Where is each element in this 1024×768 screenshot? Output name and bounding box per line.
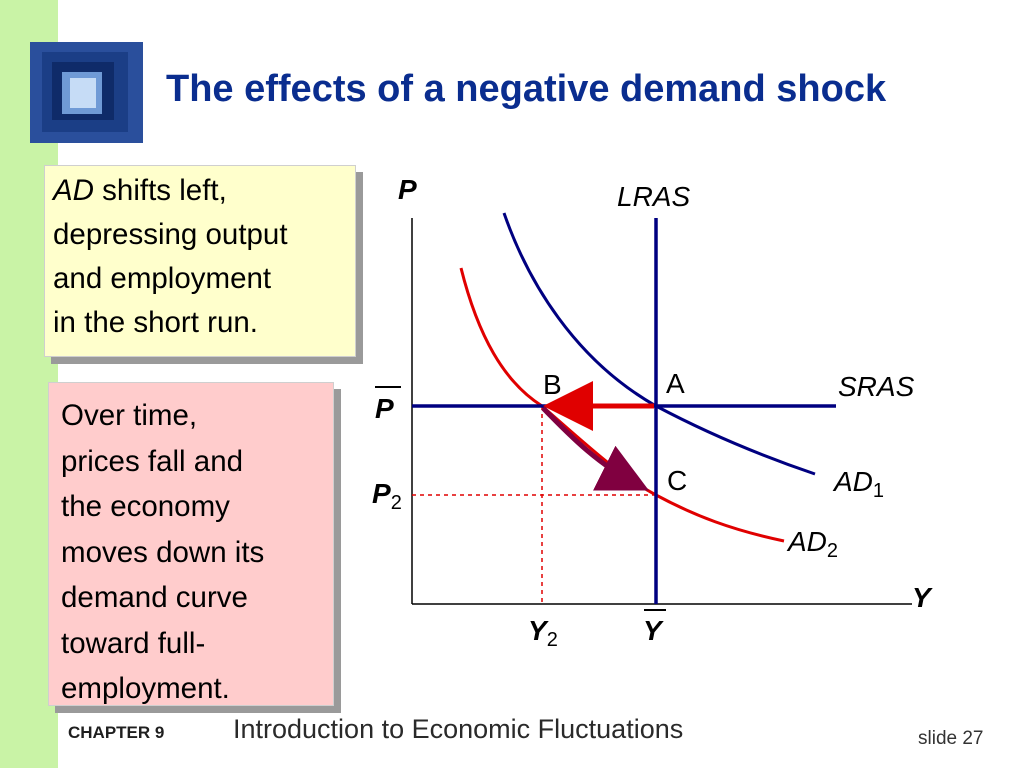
ad1-label: AD1: [834, 466, 884, 502]
p-bar-label: P: [375, 393, 394, 424]
sras-label: SRAS: [838, 371, 915, 402]
point-c-label: C: [667, 465, 688, 496]
slide-number: slide 27: [918, 728, 984, 749]
y2-label: Y2: [528, 615, 558, 651]
box2-line-7: employment.: [61, 672, 230, 705]
box1-emph: AD: [53, 174, 94, 207]
callout-box-long-run: Over time, prices fall and the economy m…: [48, 382, 334, 706]
box2-line-1: Over time,: [61, 399, 198, 432]
y2-label-sub: 2: [546, 629, 558, 651]
p-bar-overline: [375, 386, 401, 388]
box1-line-1: AD shifts left,: [53, 169, 355, 213]
slide-title: The effects of a negative demand shock: [166, 68, 887, 110]
box2-line-4: moves down its: [61, 535, 265, 569]
box1-line-3: and employment: [53, 262, 272, 295]
p2-label-sub: 2: [390, 492, 402, 514]
point-b-label: B: [543, 369, 562, 400]
box2-line-6: toward full-: [61, 626, 206, 660]
logo-image: [30, 42, 143, 143]
lras-label: LRAS: [617, 181, 691, 212]
ad1-curve: [502, 212, 816, 476]
p2-label-text: P: [372, 478, 391, 509]
axis-x-label: Y: [912, 582, 931, 613]
box1-rest: shifts left,: [93, 174, 227, 207]
ad1-label-text: AD: [834, 466, 873, 497]
box2-line-5: demand curve: [61, 581, 248, 614]
y-bar-label: Y: [643, 615, 662, 646]
box1-line-4: in the short run.: [53, 306, 258, 339]
box1-line-2: depressing output: [53, 218, 288, 251]
y-bar-overline: [644, 609, 666, 611]
y2-label-text: Y: [528, 615, 547, 646]
box2-line-3: the economy: [61, 490, 230, 523]
ad2-label: AD2: [788, 526, 838, 562]
callout-box-short-run: AD shifts left, depressing output and em…: [44, 165, 356, 357]
ad1-label-sub: 1: [872, 480, 885, 502]
ad2-label-sub: 2: [826, 540, 839, 562]
footer-chapter: CHAPTER 9: [68, 723, 165, 742]
p2-label: P2: [372, 478, 402, 514]
footer-title: Introduction to Economic Fluctuations: [233, 714, 684, 744]
axis-y-label: P: [398, 174, 417, 205]
ad2-label-text: AD: [788, 526, 827, 557]
adjustment-arrow-b-to-c: [541, 406, 649, 491]
box2-line-2: prices fall and: [61, 444, 244, 478]
point-a-label: A: [666, 368, 685, 399]
